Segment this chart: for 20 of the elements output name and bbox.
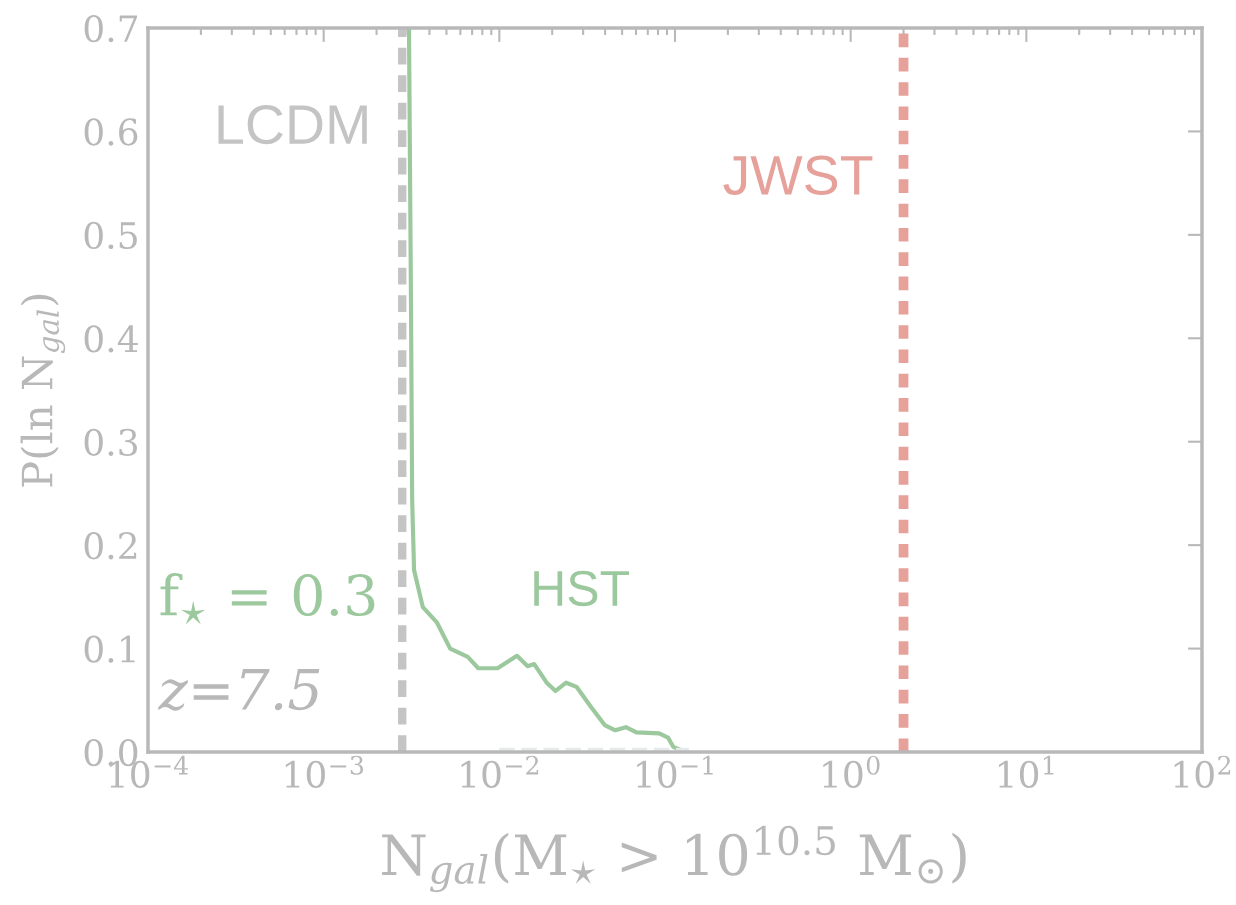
x-tick-label: 10$^{0}$ xyxy=(823,755,880,789)
x-tick-label: 10$^{1}$ xyxy=(998,755,1054,789)
y-tick-label: 0.3 xyxy=(84,428,137,456)
y-tick-label: 0.2 xyxy=(84,532,137,560)
text: N$_{gal}$(M$_{⋆}$ > 10$^{10.5}$ M$_{⊙}$) xyxy=(382,825,966,893)
ref-line-label: JWST xyxy=(723,155,873,195)
y-tick-label: 0.1 xyxy=(84,635,135,663)
ref-line-label: LCDM xyxy=(218,104,367,145)
y-tick-label: 0.6 xyxy=(84,118,138,146)
x-tick-label: 10$^{−3}$ xyxy=(285,755,364,789)
annotation: z=7.5 xyxy=(157,668,320,711)
annotation: f$_{⋆}$ = 0.3 xyxy=(160,573,375,625)
x-tick-label: 10$^{−2}$ xyxy=(461,755,539,789)
x-tick-label: 10$^{−1}$ xyxy=(637,755,713,789)
y-tick-label: 0.7 xyxy=(84,14,138,43)
y-axis-title: P(ln N$_{gal}$) xyxy=(20,294,66,487)
series-label: HST xyxy=(534,570,629,607)
x-tick-label: 10$^{2}$ xyxy=(1174,755,1231,789)
y-tick-label: 0.5 xyxy=(84,221,137,250)
y-tick-label: 0.4 xyxy=(84,325,138,353)
